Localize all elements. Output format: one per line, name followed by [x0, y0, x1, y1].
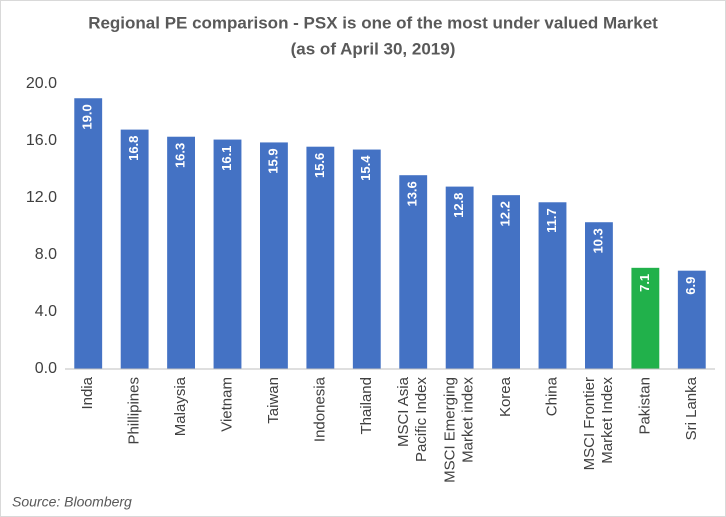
bar [352, 149, 381, 369]
value-label: 10.3 [590, 228, 605, 253]
value-label: 16.3 [173, 143, 188, 168]
bar [120, 129, 149, 369]
bar [260, 142, 288, 369]
value-label: 16.1 [219, 146, 234, 171]
x-tick-label: Pakistan [636, 377, 653, 435]
value-label: 15.9 [265, 148, 280, 173]
value-label: 7.1 [637, 274, 652, 292]
y-tick-label: 4.0 [35, 303, 57, 320]
x-tick-label: MSCI Asia Pacific Index [395, 376, 430, 466]
x-tick-label: Malaysia [172, 376, 189, 436]
value-label: 19.0 [80, 104, 95, 129]
bar [213, 139, 242, 369]
x-tick-label: Vietnam [218, 377, 235, 432]
bar [677, 270, 706, 369]
y-tick-label: 20.0 [26, 75, 57, 92]
x-tick-label: MSCI Frontier Market Index [581, 377, 616, 471]
x-tick-label: MSCI Emerging Market index [442, 377, 477, 483]
bar [399, 175, 428, 369]
bar [167, 136, 195, 369]
y-tick-label: 12.0 [26, 189, 57, 206]
value-label: 15.6 [312, 153, 327, 178]
y-tick-label: 0.0 [35, 360, 57, 377]
chart-subtitle: (as of April 30, 2019) [291, 39, 456, 58]
x-tick-label: Taiwan [265, 377, 282, 424]
bar [492, 195, 520, 369]
x-tick-label: Phillipines [126, 377, 143, 445]
bar [74, 98, 103, 369]
y-tick-label: 8.0 [35, 246, 57, 263]
bar [445, 186, 474, 369]
x-tick-label: Thailand [358, 377, 375, 435]
x-tick-label: Korea [497, 376, 514, 417]
y-tick-label: 16.0 [26, 132, 57, 149]
source-note: Source: Bloomberg [12, 494, 132, 510]
x-tick-label: Indonesia [311, 376, 328, 442]
value-label: 6.9 [683, 277, 698, 295]
value-label: 16.8 [126, 136, 141, 161]
bar [306, 146, 335, 369]
x-tick-label: China [543, 376, 560, 416]
value-label: 15.4 [358, 155, 373, 181]
value-label: 13.6 [405, 181, 420, 206]
x-tick-label: India [79, 376, 96, 409]
chart-title: Regional PE comparison - PSX is one of t… [88, 13, 658, 32]
bar [631, 267, 660, 369]
value-label: 12.8 [451, 193, 466, 218]
value-label: 11.7 [544, 208, 559, 233]
bar [585, 222, 613, 369]
bar [538, 202, 567, 369]
x-tick-label: Sri Lanka [683, 376, 700, 440]
value-label: 12.2 [498, 201, 513, 226]
